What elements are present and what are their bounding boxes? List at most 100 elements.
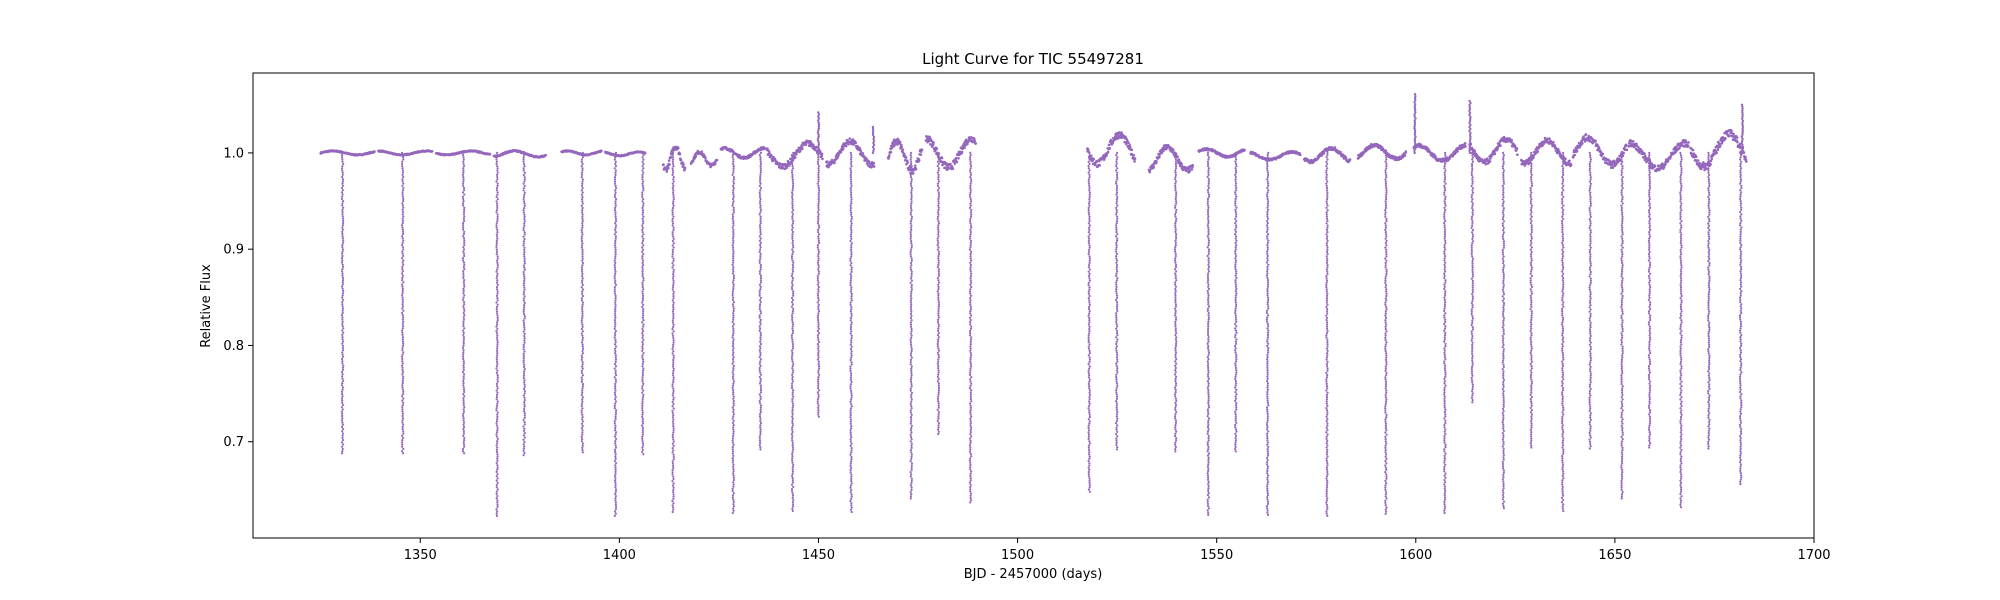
- flux-point: [402, 215, 405, 218]
- flux-point: [817, 415, 820, 418]
- flux-point: [341, 296, 344, 299]
- flux-point: [522, 449, 525, 452]
- flux-point: [462, 434, 465, 437]
- flux-point: [850, 198, 853, 201]
- baseline-segment: [1085, 131, 1137, 169]
- flux-point: [732, 366, 735, 370]
- flux-point: [732, 233, 735, 236]
- flux-point: [523, 231, 526, 234]
- flux-point: [973, 139, 976, 142]
- flux-point: [581, 162, 584, 166]
- flux-point: [671, 471, 674, 474]
- flux-point: [401, 349, 404, 352]
- flux-point: [791, 439, 794, 442]
- eclipse-dip: [731, 151, 736, 515]
- flux-point: [731, 452, 734, 455]
- flux-point: [731, 246, 735, 249]
- flux-point: [849, 226, 853, 229]
- flux-point: [791, 277, 795, 280]
- flux-point: [402, 351, 405, 354]
- flux-point: [791, 503, 795, 506]
- flux-point: [462, 300, 466, 304]
- flux-point: [523, 202, 526, 205]
- flux-point: [1597, 147, 1601, 150]
- flux-point: [1086, 147, 1090, 151]
- flux-point: [850, 156, 853, 159]
- flux-point: [496, 228, 499, 231]
- flux-point: [496, 272, 499, 275]
- flux-point: [581, 206, 584, 210]
- flux-point: [641, 283, 644, 286]
- flux-point: [731, 215, 735, 218]
- flux-point: [580, 266, 583, 269]
- flux-point: [642, 382, 645, 385]
- flux-point: [523, 436, 526, 439]
- flux-point: [671, 436, 675, 439]
- flux-point: [580, 165, 583, 168]
- flux-point: [791, 224, 794, 227]
- flux-point: [641, 184, 645, 187]
- flux-point: [522, 310, 525, 313]
- flux-point: [581, 345, 584, 348]
- flux-point: [614, 450, 617, 454]
- flux-point: [463, 243, 466, 247]
- flux-point: [817, 200, 820, 203]
- flux-point: [944, 166, 947, 169]
- flux-point: [523, 334, 526, 338]
- flux-point: [758, 213, 761, 216]
- flux-point: [581, 334, 584, 337]
- flux-point: [341, 200, 345, 203]
- flux-point: [462, 197, 465, 201]
- flux-point: [341, 439, 345, 442]
- flux-point: [731, 489, 734, 493]
- flux-point: [791, 270, 795, 273]
- flux-point: [462, 235, 465, 238]
- flux-point: [641, 294, 645, 297]
- flux-point: [340, 412, 344, 415]
- flux-point: [613, 312, 617, 315]
- flux-point: [671, 211, 674, 214]
- flux-point: [732, 395, 735, 398]
- flux-point: [523, 427, 526, 430]
- flux-point: [791, 408, 794, 412]
- flux-point: [614, 492, 617, 495]
- flux-point: [758, 413, 762, 416]
- flux-point: [732, 454, 735, 457]
- flux-point: [462, 353, 465, 356]
- eclipse-dip: [790, 151, 795, 513]
- flux-point: [522, 189, 525, 192]
- flux-point: [614, 453, 617, 456]
- flux-point: [641, 270, 644, 273]
- flux-point: [1499, 144, 1502, 147]
- flux-point: [850, 288, 853, 291]
- flux-point: [759, 244, 762, 247]
- flux-point: [523, 396, 526, 399]
- flux-point: [1155, 160, 1158, 163]
- flux-point: [580, 427, 584, 430]
- flux-point: [759, 226, 762, 229]
- flux-point: [613, 334, 617, 337]
- flux-point: [581, 272, 584, 276]
- flux-point: [672, 290, 675, 293]
- flux-point: [1133, 160, 1136, 163]
- flux-point: [816, 246, 819, 249]
- flux-point: [731, 362, 734, 365]
- flux-point: [817, 255, 820, 258]
- flux-point: [462, 375, 465, 378]
- flux-point: [496, 334, 499, 337]
- flux-point: [641, 400, 644, 403]
- flux-point: [581, 400, 584, 403]
- flux-point: [1106, 150, 1110, 154]
- flux-point: [496, 415, 499, 418]
- flux-point: [522, 387, 526, 391]
- flux-point: [522, 167, 525, 170]
- flux-point: [817, 259, 820, 262]
- flux-point: [1548, 137, 1551, 141]
- flux-point: [401, 384, 404, 387]
- flux-point: [523, 277, 526, 280]
- flux-point: [1686, 144, 1690, 148]
- flux-point: [791, 400, 794, 403]
- flux-point: [1716, 148, 1720, 152]
- flux-point: [523, 421, 526, 424]
- flux-point: [402, 316, 405, 319]
